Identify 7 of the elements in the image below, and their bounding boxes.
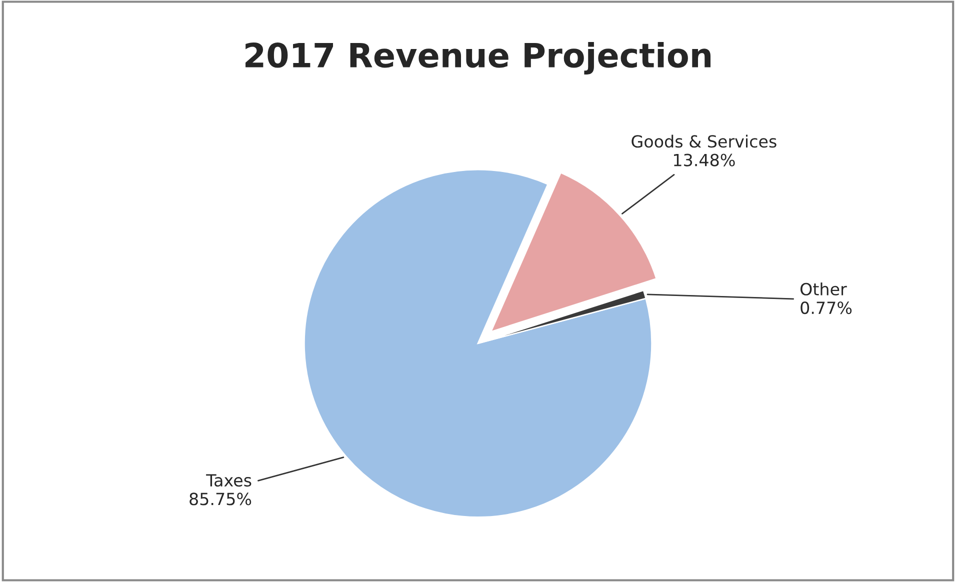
chart-title: 2017 Revenue Projection <box>246 42 710 74</box>
slice-label: Other <box>800 282 847 296</box>
data-label: 85.75% <box>190 492 252 506</box>
slice-label: Goods & Services <box>632 134 776 148</box>
slice-label: Taxes <box>206 474 252 487</box>
data-label: 13.48% <box>674 154 735 166</box>
data-label: 0.77% <box>800 301 852 314</box>
